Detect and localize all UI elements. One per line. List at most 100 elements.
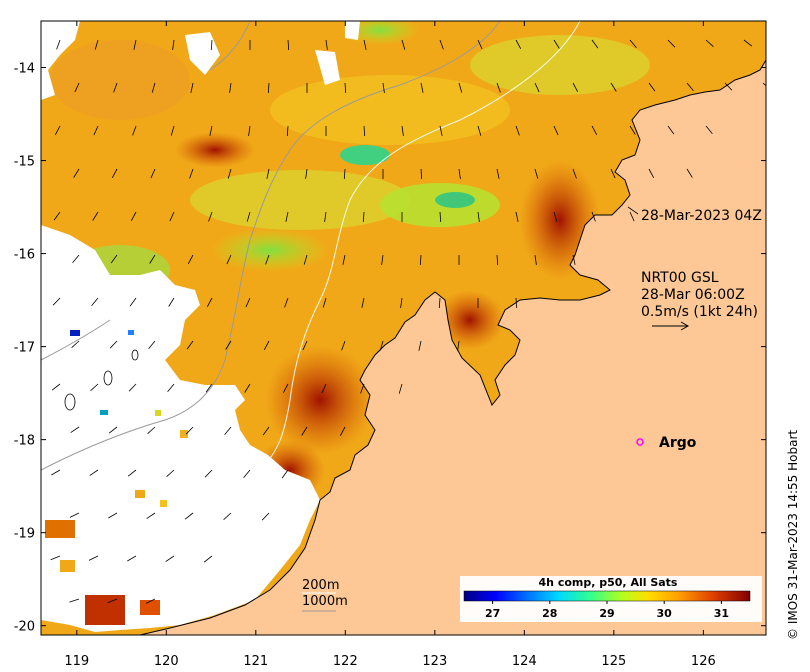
current-arrow: [496, 254, 499, 266]
colorbar-tick-label: 31: [714, 607, 729, 620]
current-arrow: [190, 82, 194, 93]
current-arrow: [170, 125, 175, 136]
current-arrow: [69, 512, 80, 518]
colorbar-tick-label: 27: [485, 607, 500, 620]
y-tick-label: -15: [14, 155, 35, 170]
current-arrow: [341, 340, 346, 351]
current-arrow: [553, 39, 560, 49]
current-arrow: [150, 168, 156, 179]
current-arrow: [267, 82, 270, 94]
current-arrow: [553, 125, 559, 136]
current-arrow: [70, 426, 80, 433]
x-tick-label: 124: [512, 654, 537, 669]
current-arrow: [189, 168, 194, 179]
current-arrow: [301, 426, 308, 436]
current-arrow: [398, 383, 403, 394]
current-arrow: [610, 168, 616, 179]
current-arrow: [166, 469, 175, 477]
current-arrow: [629, 39, 637, 48]
y-tick-label: -20: [14, 620, 35, 635]
current-arrow: [591, 211, 596, 222]
depth-200-label: 200m: [302, 578, 339, 593]
current-arrow: [204, 469, 213, 478]
current-arrow: [629, 211, 635, 222]
current-arrow: [534, 168, 539, 179]
current-arrow: [418, 340, 422, 351]
current-arrow: [686, 168, 693, 178]
current-arrow: [477, 39, 483, 50]
current-arrow: [302, 340, 308, 351]
current-arrow: [165, 555, 175, 562]
colorbar: 4h comp, p50, All Sats 27 28 29 30 31: [460, 576, 762, 622]
current-arrow: [263, 340, 270, 350]
current-arrow: [401, 39, 406, 50]
current-arrow: [184, 512, 194, 520]
current-arrow: [477, 125, 482, 136]
current-arrow: [168, 297, 175, 307]
current-arrow: [71, 340, 80, 348]
current-arrow: [284, 297, 289, 308]
current-arrow: [147, 426, 156, 434]
current-arrow: [591, 39, 599, 49]
current-arrow: [515, 211, 519, 222]
current-arrow: [209, 125, 213, 136]
current-arrow: [496, 82, 501, 93]
current-arrow: [363, 39, 367, 50]
current-arrow: [342, 254, 346, 265]
x-tick-label: 119: [64, 654, 89, 669]
current-arrow: [439, 211, 442, 223]
current-arrow: [261, 512, 270, 521]
current-arrow: [266, 168, 270, 179]
current-arrow: [74, 82, 80, 93]
current-arrow: [146, 512, 156, 519]
current-arrow: [321, 383, 327, 394]
current-arrow: [91, 297, 99, 306]
current-arrow: [227, 168, 232, 179]
current-arrow: [92, 211, 99, 221]
current-arrow: [127, 555, 137, 562]
current-arrow: [94, 39, 99, 50]
x-tick-label: 122: [333, 654, 358, 669]
current-arrow: [169, 211, 175, 222]
current-arrow: [534, 254, 537, 265]
colorbar-tick-label: 28: [542, 607, 557, 620]
current-arrow: [648, 168, 655, 178]
current-arrow: [572, 82, 579, 92]
current-arrow: [186, 340, 194, 350]
current-arrow: [667, 125, 675, 135]
current-arrow: [72, 254, 80, 263]
current-arrow: [111, 168, 118, 178]
current-arrow: [129, 297, 137, 307]
current-arrow: [400, 297, 403, 308]
current-arrow: [515, 297, 518, 309]
current-arrow: [363, 125, 366, 137]
current-arrow: [362, 211, 365, 223]
current-arrow: [420, 82, 424, 93]
current-arrow: [108, 512, 118, 519]
current-arrow: [457, 340, 460, 351]
current-arrow: [88, 555, 99, 561]
colorbar-tick-label: 29: [599, 607, 614, 620]
x-tick-label: 120: [154, 654, 179, 669]
current-arrow: [113, 82, 118, 93]
argo-marker: [636, 438, 644, 446]
current-arrow: [324, 211, 327, 222]
current-arrow: [420, 168, 423, 180]
y-tick-label: -18: [14, 434, 35, 449]
current-arrow: [262, 426, 270, 436]
current-arrow: [109, 340, 118, 349]
current-arrow: [53, 211, 61, 221]
current-vectors: [50, 39, 766, 604]
current-arrow: [705, 125, 713, 134]
current-arrow: [591, 125, 598, 135]
current-arrow: [90, 383, 99, 391]
date-label: 28-Mar-2023 04Z: [641, 208, 762, 224]
current-arrow: [381, 254, 384, 265]
current-arrow: [360, 383, 365, 394]
current-arrow: [629, 125, 636, 135]
current-arrow: [172, 39, 175, 50]
current-arrow: [206, 297, 213, 307]
current-arrow: [303, 254, 308, 265]
current-arrow: [322, 297, 327, 308]
